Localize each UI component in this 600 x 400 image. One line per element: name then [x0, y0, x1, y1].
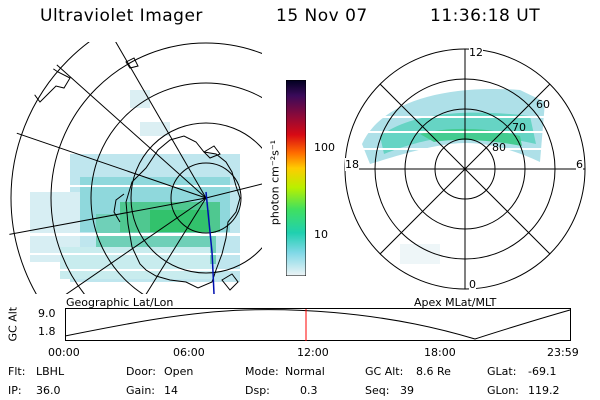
altitude-plot-frame [65, 308, 571, 341]
mlt-label-18: 18 [345, 158, 359, 171]
time-tick-0600: 06:00 [173, 346, 205, 359]
gain-label: Gain: [126, 384, 155, 397]
mlat-label-60: 60 [536, 98, 550, 111]
seq-label: Seq: [365, 384, 390, 397]
altitude-curve [65, 309, 571, 340]
door-value: Open [164, 365, 194, 378]
instrument-title: Ultraviolet Imager [40, 6, 203, 26]
coastline [125, 135, 241, 289]
left-map-caption: Geographic Lat/Lon [66, 296, 174, 309]
polar-mlat-mlt-map [344, 48, 586, 290]
image-date: 15 Nov 07 [276, 6, 368, 26]
mode-label: Mode: [245, 365, 279, 378]
ip-label: IP: [8, 384, 22, 397]
filter-label: Flt: [8, 365, 26, 378]
mlt-label-0: 0 [469, 278, 476, 291]
ip-value: 36.0 [36, 384, 61, 397]
seq-value: 39 [400, 384, 414, 397]
time-tick-0000: 00:00 [48, 346, 80, 359]
meridian-lines [6, 42, 262, 294]
mlt-meridians [345, 49, 585, 289]
colorbar-tick-100: 100 [314, 141, 335, 154]
altitude-axis-label: GC Alt [6, 306, 20, 342]
door-label: Door: [126, 365, 156, 378]
glon-label: GLon: [487, 384, 519, 397]
glat-value: -69.1 [528, 365, 557, 378]
uv-emission-geographic [6, 90, 262, 282]
geographic-map [6, 42, 262, 294]
mlt-label-6: 6 [576, 158, 583, 171]
colorbar-gradient [285, 79, 310, 277]
gc-alt-label: GC Alt: [365, 365, 404, 378]
altitude-plot [65, 308, 571, 341]
filter-value: LBHL [36, 365, 65, 378]
time-tick-1800: 18:00 [424, 346, 456, 359]
mlat-label-70: 70 [512, 121, 526, 134]
glon-value: 119.2 [528, 384, 560, 397]
dsp-value: 0.3 [300, 384, 318, 397]
latitude-circles [10, 42, 262, 294]
coastline-island [221, 273, 239, 291]
colorbar-tick-10: 10 [314, 228, 328, 241]
time-tick-1200: 12:00 [297, 346, 329, 359]
coastline-peninsula [113, 193, 125, 223]
coastline-islands [125, 57, 221, 159]
altitude-tick-9: 9.0 [38, 307, 56, 320]
colorbar-unit-label: photon cm⁻²s⁻¹ [268, 139, 282, 226]
mode-value: Normal [285, 365, 325, 378]
gain-value: 14 [164, 384, 178, 397]
glat-label: GLat: [487, 365, 517, 378]
satellite-track [205, 191, 215, 294]
time-tick-2359: 23:59 [547, 346, 579, 359]
dsp-label: Dsp: [245, 384, 270, 397]
image-time: 11:36:18 UT [430, 6, 541, 26]
mlt-label-12: 12 [469, 46, 483, 59]
mlat-label-80: 80 [492, 141, 506, 154]
colorbar [285, 79, 310, 277]
altitude-tick-1-8: 1.8 [38, 325, 56, 338]
right-map-caption: Apex MLat/MLT [414, 296, 497, 309]
gc-alt-value: 8.6 Re [416, 365, 451, 378]
